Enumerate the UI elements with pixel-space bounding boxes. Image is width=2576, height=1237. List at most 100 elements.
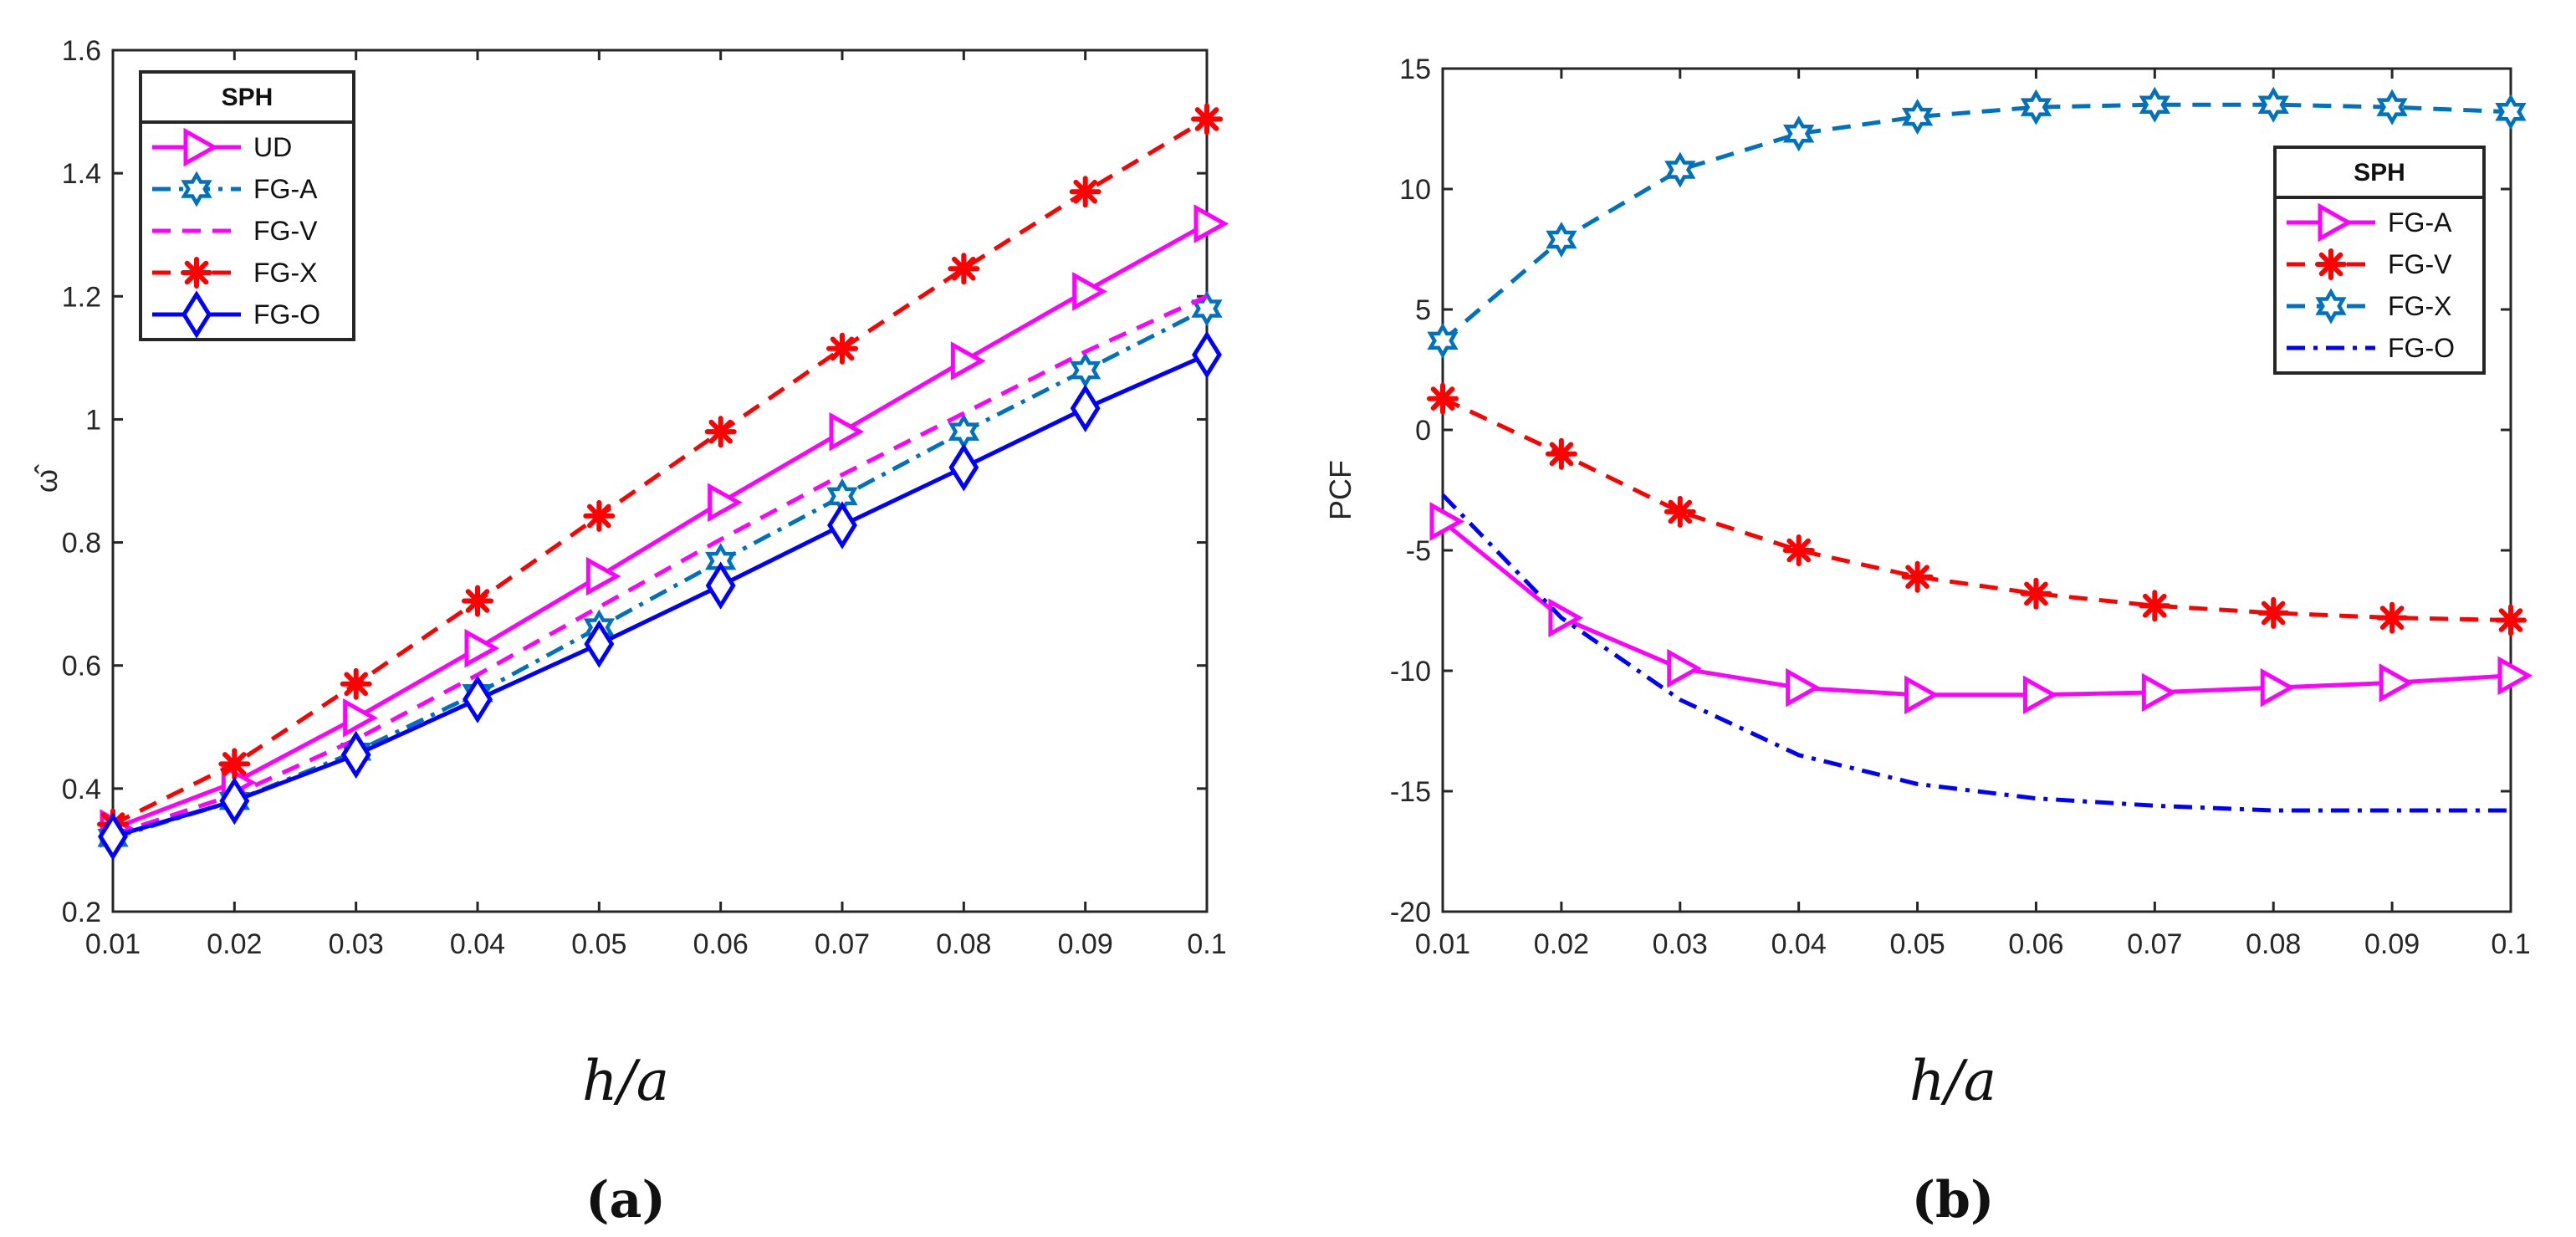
- legend-entry-fg-a: FG-A: [2388, 207, 2452, 238]
- data-point: [219, 776, 250, 826]
- data-point: [1427, 382, 1459, 415]
- data-point: [948, 253, 980, 285]
- chart-a-y-axis-label: ω̂: [29, 464, 64, 493]
- x-tick-label: 0.03: [1653, 928, 1708, 960]
- y-tick-label: 1.4: [62, 158, 101, 190]
- x-tick-label: 0.1: [1187, 928, 1226, 960]
- data-point: [2376, 89, 2408, 125]
- series-fg-a: [1429, 502, 2533, 715]
- chart-b-x-axis-label: h/a: [1909, 1049, 1996, 1113]
- data-point: [1904, 675, 1940, 715]
- y-tick-label: 5: [1415, 294, 1431, 326]
- y-tick-label: 0.4: [62, 774, 101, 805]
- y-tick-label: 10: [1399, 174, 1431, 206]
- data-point: [2020, 89, 2052, 125]
- data-point: [829, 411, 865, 452]
- legend-marker: [181, 171, 212, 207]
- y-tick-label: 0.2: [62, 897, 101, 928]
- data-point: [1664, 495, 1696, 528]
- series-fg-v: [1427, 382, 2527, 636]
- data-point: [218, 748, 251, 780]
- data-point: [1667, 648, 1702, 688]
- chart-b-pcf-vs-thickness: 0.01 0.02 0.03 0.04 0.05 0.06 0.07 0.08 0.09 0.1 -…: [1323, 54, 2533, 960]
- data-point: [1193, 204, 1229, 243]
- data-point: [343, 698, 378, 738]
- x-tick-label: 0.04: [1771, 928, 1827, 960]
- legend-entry-fg-o: FG-O: [253, 299, 320, 330]
- legend-entry-fg-o: FG-O: [2388, 333, 2455, 363]
- series-fg-x: [97, 103, 1223, 841]
- y-tick-label: -10: [1390, 656, 1431, 688]
- data-point: [2139, 590, 2171, 622]
- x-tick-label: 0.08: [936, 928, 991, 960]
- data-point: [583, 499, 616, 532]
- legend-entry-ud: UD: [253, 132, 292, 162]
- series-fg-o: [1441, 493, 2511, 813]
- chart-a-legend: SPH UD FG-A FG-V FG-X FG-O: [139, 70, 355, 341]
- y-tick-label: 0.6: [62, 651, 101, 682]
- y-tick-label: -5: [1406, 535, 1431, 567]
- legend-entry-fg-x: FG-X: [2388, 291, 2451, 321]
- data-point: [2495, 94, 2527, 130]
- series-line-ud: [112, 222, 1209, 831]
- series-line-fg-a: [1441, 519, 2512, 698]
- data-point: [705, 561, 736, 610]
- data-point: [1786, 667, 1821, 708]
- x-tick-label: 0.04: [450, 928, 505, 960]
- y-tick-label: 1.6: [62, 35, 101, 67]
- data-point: [1069, 176, 1101, 208]
- data-point: [340, 667, 372, 700]
- legend-entry-fg-v: FG-V: [2388, 249, 2452, 279]
- series-line-fg-a: [112, 306, 1209, 841]
- data-point: [464, 628, 500, 668]
- legend-marker: [181, 257, 212, 289]
- legend-title: SPH: [2354, 159, 2405, 187]
- data-point: [462, 585, 493, 617]
- legend-marker: [2315, 288, 2347, 325]
- data-point: [2020, 577, 2052, 610]
- y-tick-label: 0.8: [62, 528, 101, 560]
- legend-entry-fg-a: FG-A: [253, 174, 318, 204]
- legend-marker: [2315, 248, 2347, 280]
- chart-a-omega-vs-thickness: 0.01 0.02 0.03 0.04 0.05 0.06 0.07 0.08 0.09 0.1 0…: [29, 35, 1229, 960]
- data-point: [1782, 534, 1815, 566]
- y-tick-label: 15: [1399, 54, 1431, 85]
- y-tick-label: 1.2: [62, 281, 101, 313]
- data-point: [1546, 221, 1577, 258]
- data-point: [826, 332, 858, 365]
- x-tick-label: 0.05: [571, 928, 626, 960]
- data-point: [708, 483, 743, 523]
- data-point: [2139, 86, 2171, 123]
- legend-entry-fg-v: FG-V: [253, 216, 318, 246]
- x-tick-label: 0.03: [329, 928, 384, 960]
- data-point: [2257, 86, 2289, 123]
- series-fg-x: [1427, 86, 2527, 359]
- chart-b-legend: SPH FG-A FG-V FG-X FG-O: [2273, 146, 2486, 375]
- legend-title: SPH: [222, 84, 273, 111]
- x-tick-label: 0.08: [2246, 928, 2301, 960]
- chart-a-panel-label: (a): [585, 1171, 666, 1229]
- data-point: [2257, 596, 2290, 629]
- series-fg-o: [98, 330, 1222, 861]
- series-line-fg-o: [1441, 493, 2511, 813]
- x-tick-label: 0.01: [1415, 928, 1470, 960]
- data-point: [948, 443, 979, 492]
- data-point: [2376, 601, 2409, 634]
- series-line-fg-v: [112, 294, 1209, 837]
- data-point: [1901, 99, 1934, 135]
- chart-a-x-axis-label: h/a: [582, 1049, 669, 1113]
- data-point: [2022, 675, 2058, 715]
- chart-b-panel-label: (b): [1912, 1171, 1995, 1229]
- data-point: [340, 730, 371, 780]
- x-tick-label: 0.01: [85, 928, 141, 960]
- series-line-fg-v: [1441, 396, 2512, 622]
- y-tick-label: 1: [85, 404, 101, 436]
- x-tick-label: 0.1: [2491, 928, 2530, 960]
- y-tick-label: 0: [1415, 415, 1431, 447]
- data-point: [704, 416, 737, 448]
- x-tick-label: 0.06: [693, 928, 749, 960]
- data-point: [463, 675, 493, 723]
- data-point: [1191, 103, 1223, 135]
- series-ud: [100, 204, 1229, 848]
